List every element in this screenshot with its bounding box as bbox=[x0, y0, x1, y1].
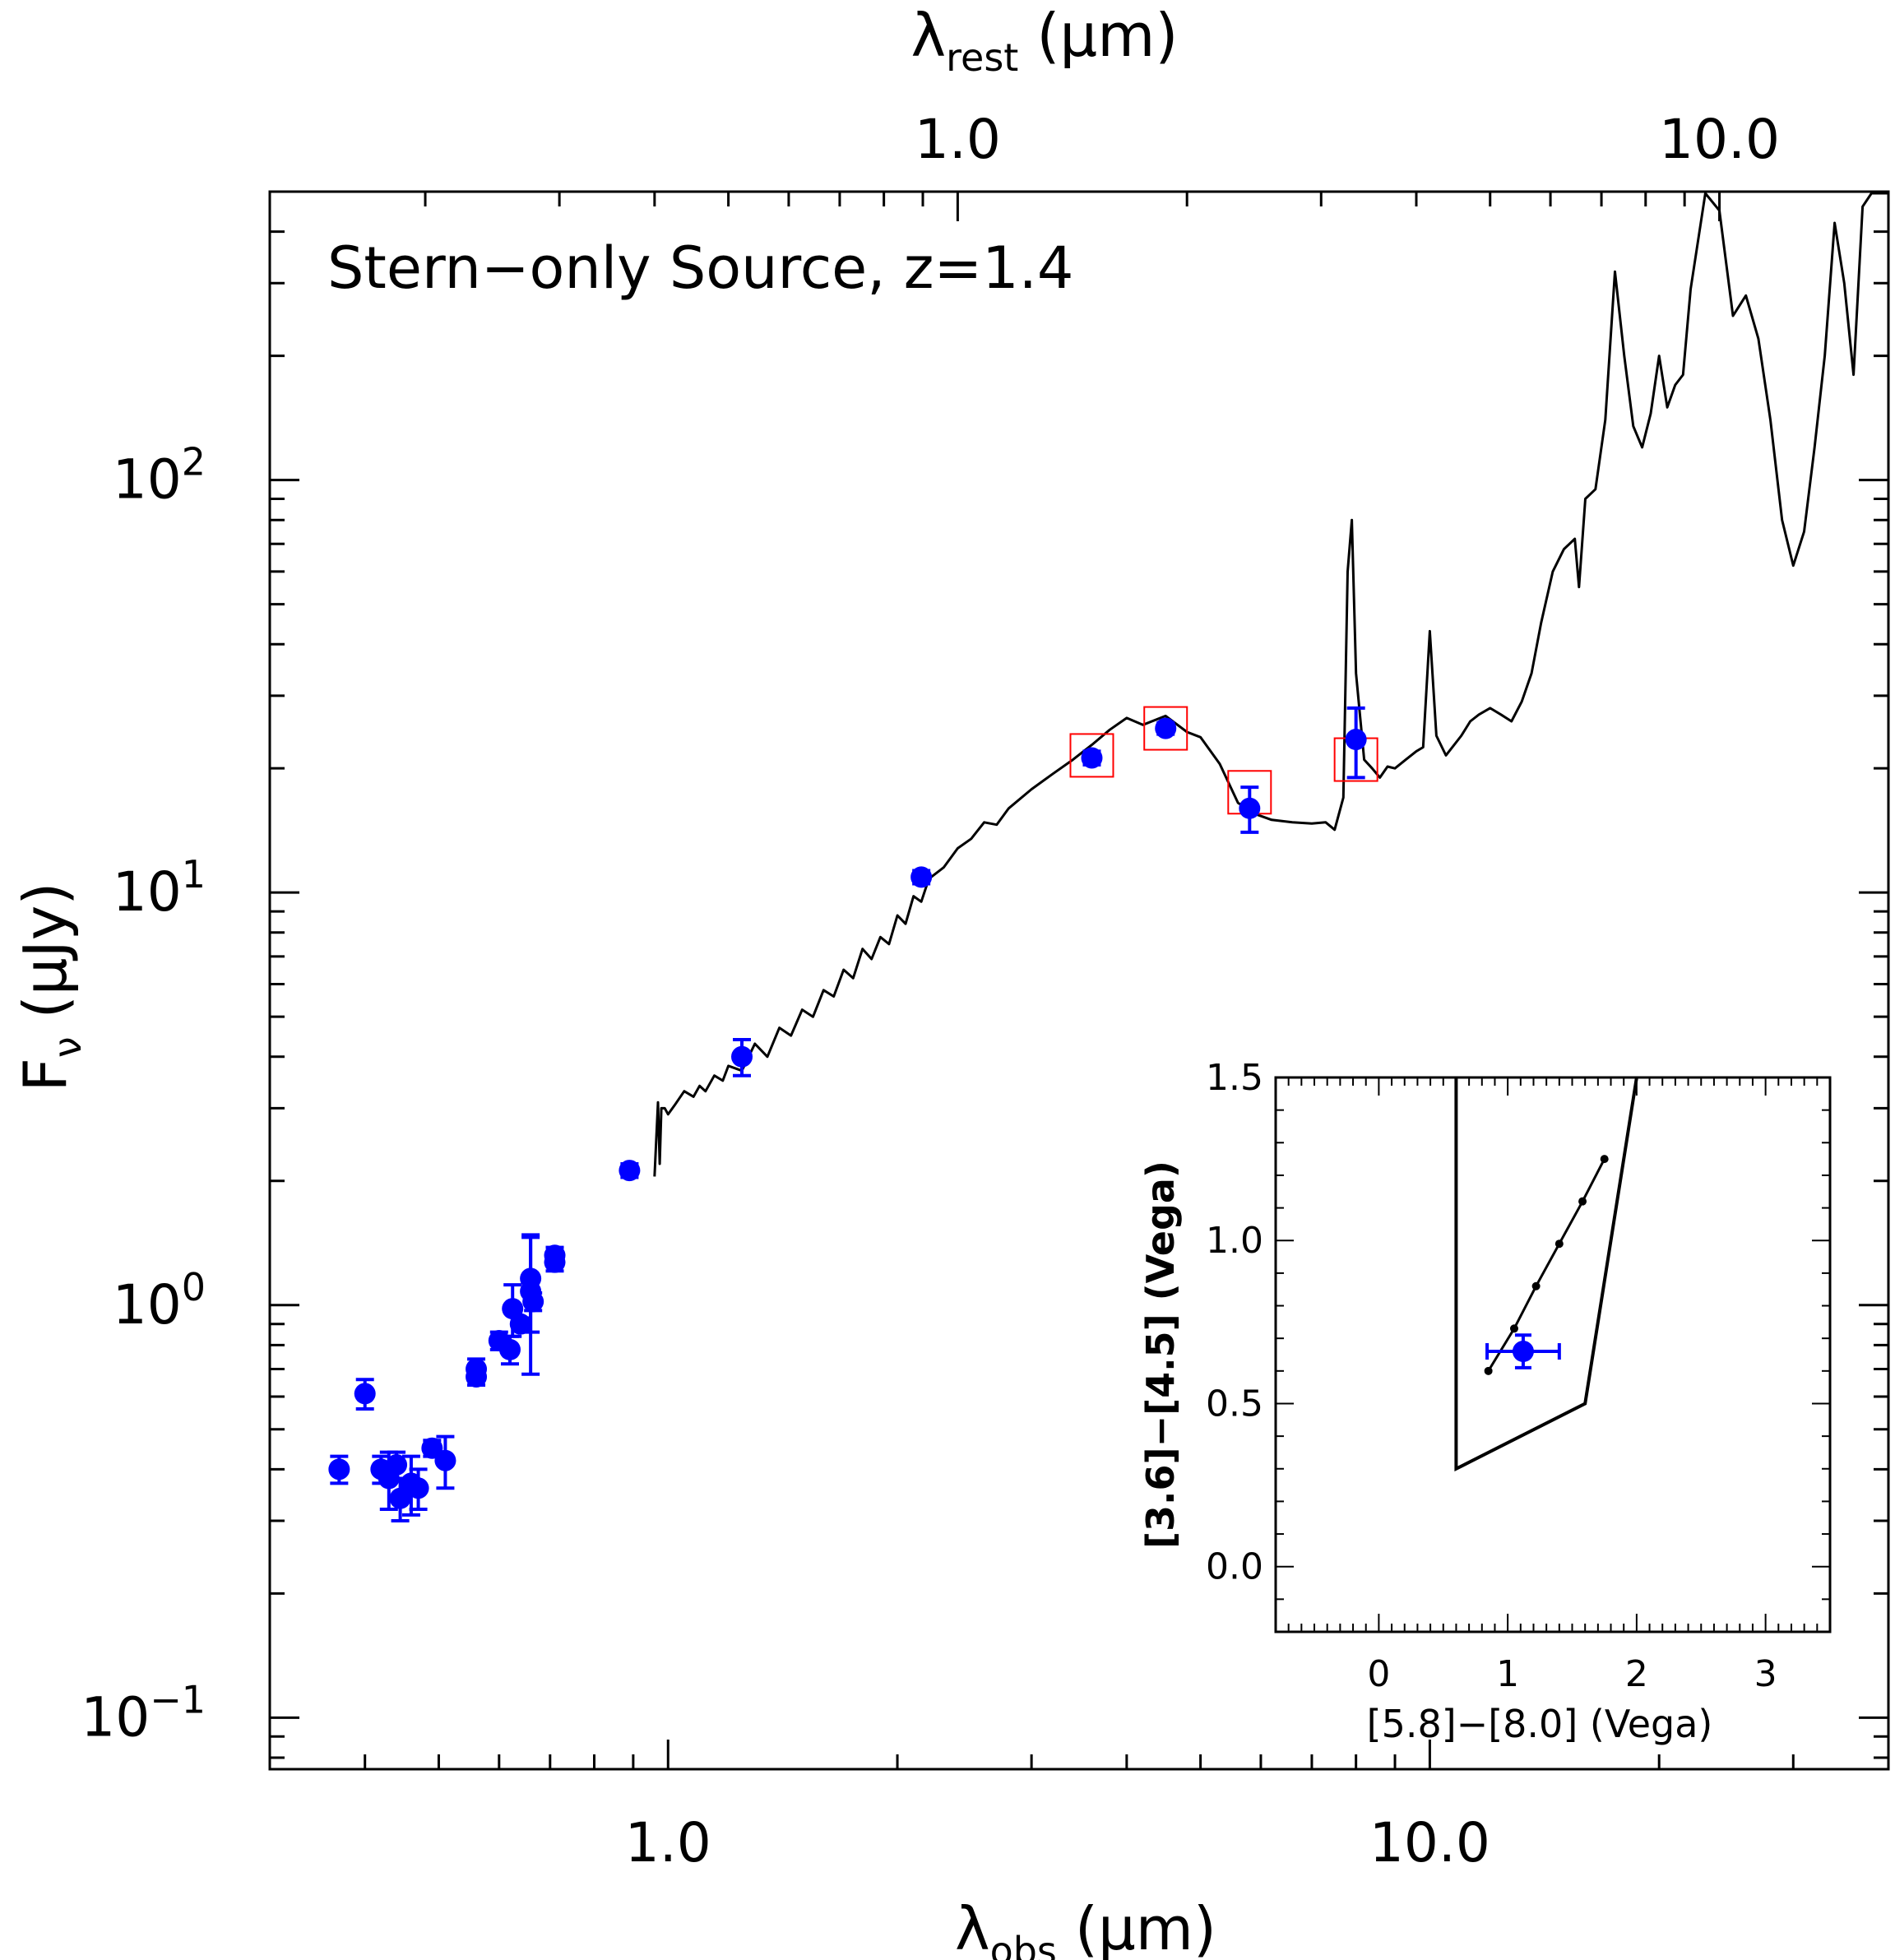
chart-title: Stern−only Source, z=1.4 bbox=[327, 234, 1073, 302]
data-point bbox=[1081, 747, 1103, 769]
data-point bbox=[619, 1160, 641, 1182]
y-tick-exponent: −1 bbox=[150, 1677, 206, 1721]
inset-marks-group bbox=[1454, 1077, 1638, 1472]
irac-box-group bbox=[1069, 706, 1378, 815]
data-point bbox=[1345, 729, 1367, 751]
x-axis-label: λobs (μm) bbox=[955, 1894, 1216, 1960]
top-x-tick-label-10: 10.0 bbox=[1659, 108, 1780, 171]
inset-x-tick-label-1: 1 bbox=[1496, 1653, 1519, 1695]
inset-x-tick-label-3: 3 bbox=[1754, 1653, 1777, 1695]
data-point bbox=[544, 1251, 566, 1273]
y-tick-label-10: 101 bbox=[113, 852, 206, 924]
colour-track-point bbox=[1554, 1239, 1564, 1249]
y-tick-label-100: 102 bbox=[113, 440, 206, 512]
top-x-tick-label-1: 1.0 bbox=[915, 108, 1001, 171]
data-point bbox=[386, 1453, 408, 1476]
source-point bbox=[1512, 1341, 1534, 1363]
data-point bbox=[498, 1338, 521, 1360]
data-point bbox=[389, 1487, 411, 1509]
y-axis-label: Fν(μJy) bbox=[11, 883, 90, 1092]
data-point bbox=[731, 1045, 753, 1068]
inset-y-axis-label: [3.6]−[4.5] (Vega) bbox=[1138, 1161, 1183, 1549]
inset-x-tick-label-2: 2 bbox=[1625, 1653, 1648, 1695]
model-sed-group bbox=[653, 192, 1888, 1177]
data-point bbox=[1155, 717, 1177, 739]
data-point bbox=[910, 866, 933, 888]
inset-x-tick-label-0: 0 bbox=[1367, 1653, 1390, 1695]
y-tick-label-1: 100 bbox=[113, 1265, 206, 1337]
data-point bbox=[1239, 797, 1261, 819]
data-point bbox=[434, 1449, 456, 1471]
inset-frame bbox=[1274, 1076, 1832, 1633]
y-tick-exponent: 2 bbox=[182, 440, 206, 484]
main-axis-ticks bbox=[268, 190, 1890, 1769]
colour-track-line bbox=[1487, 1158, 1606, 1372]
top-x-axis-label: λrest (μm) bbox=[911, 1, 1179, 80]
x-tick-label-1: 1.0 bbox=[625, 1811, 711, 1874]
inset-y-tick-label-1.0: 1.0 bbox=[1206, 1220, 1263, 1262]
main-plot-frame bbox=[268, 190, 1890, 1771]
colour-track-point bbox=[1484, 1366, 1493, 1375]
colour-track-point bbox=[1531, 1281, 1541, 1290]
inset-x-axis-label: [5.8]−[8.0] (Vega) bbox=[1367, 1702, 1713, 1746]
data-point bbox=[407, 1477, 429, 1499]
y-tick-label-0.1: 10−1 bbox=[81, 1677, 206, 1749]
inset-y-tick-label-0.5: 0.5 bbox=[1206, 1383, 1263, 1425]
x-tick-label-10: 10.0 bbox=[1369, 1811, 1490, 1874]
inset-axis-ticks bbox=[1275, 1077, 1831, 1633]
data-point bbox=[354, 1383, 376, 1405]
agn-wedge bbox=[1454, 1077, 1638, 1472]
irac-box bbox=[1069, 733, 1114, 778]
model-sed-line bbox=[653, 192, 1888, 1177]
colour-track-point bbox=[1509, 1324, 1518, 1333]
y-tick-exponent: 0 bbox=[182, 1265, 206, 1309]
data-point bbox=[509, 1313, 531, 1335]
irac-box bbox=[1143, 706, 1188, 751]
inset-y-tick-label-1.5: 1.5 bbox=[1206, 1057, 1263, 1099]
data-point bbox=[466, 1365, 488, 1388]
data-point bbox=[522, 1290, 544, 1313]
y-tick-exponent: 1 bbox=[182, 852, 206, 897]
colour-track-point bbox=[1578, 1197, 1587, 1206]
photometry-group bbox=[328, 706, 1367, 1523]
data-point bbox=[328, 1458, 350, 1480]
colour-track-point bbox=[1600, 1155, 1609, 1164]
inset-y-tick-label-0.0: 0.0 bbox=[1206, 1546, 1263, 1588]
